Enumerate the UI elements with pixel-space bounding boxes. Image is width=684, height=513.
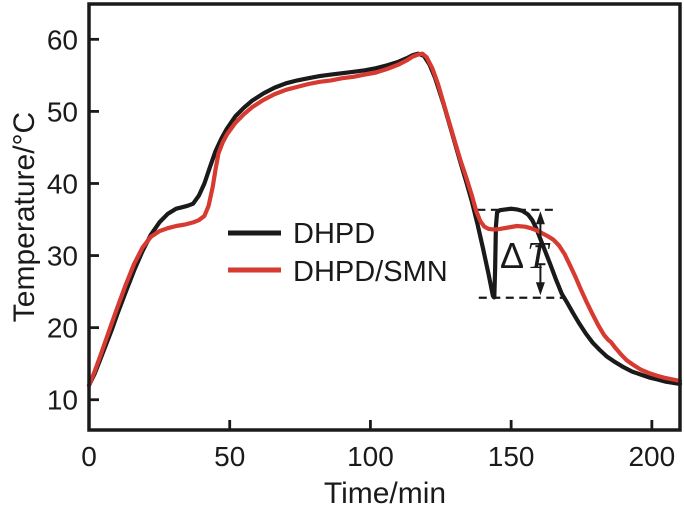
y-tick-label: 30 bbox=[47, 241, 78, 272]
y-tick-label: 50 bbox=[47, 96, 78, 127]
legend-label-dhpd-smn: DHPD/SMN bbox=[293, 256, 448, 288]
axis-tick-labels: 0 50 100 150 200 10 20 30 40 50 60 bbox=[47, 24, 675, 472]
y-tick-label: 60 bbox=[47, 24, 78, 55]
y-tick-label: 20 bbox=[47, 313, 78, 344]
delta-t-variable: T bbox=[527, 235, 551, 277]
x-tick-label: 0 bbox=[81, 441, 97, 472]
legend-label-dhpd: DHPD bbox=[293, 218, 375, 250]
down-arrow-head bbox=[535, 282, 545, 296]
annotation-arrows bbox=[535, 211, 546, 296]
y-tick-label: 10 bbox=[47, 385, 78, 416]
legend: DHPD DHPD/SMN bbox=[228, 218, 448, 288]
delta-t-label: ΔT bbox=[500, 235, 551, 277]
up-arrow-head bbox=[535, 211, 545, 225]
x-tick-label: 100 bbox=[347, 441, 394, 472]
y-tick-label: 40 bbox=[47, 168, 78, 199]
y-axis-label: Temperature/°C bbox=[8, 112, 41, 322]
delta-symbol: Δ bbox=[500, 235, 524, 276]
curve-dhpd-smn bbox=[86, 51, 683, 388]
curve-dhpd bbox=[86, 51, 683, 388]
x-tick-label: 200 bbox=[628, 441, 675, 472]
axis-ticks bbox=[87, 37, 654, 429]
x-axis-label: Time/min bbox=[324, 477, 446, 510]
x-tick-label: 50 bbox=[214, 441, 245, 472]
x-tick-label: 150 bbox=[488, 441, 535, 472]
axes-box bbox=[87, 2, 682, 432]
series-curves bbox=[86, 51, 683, 388]
